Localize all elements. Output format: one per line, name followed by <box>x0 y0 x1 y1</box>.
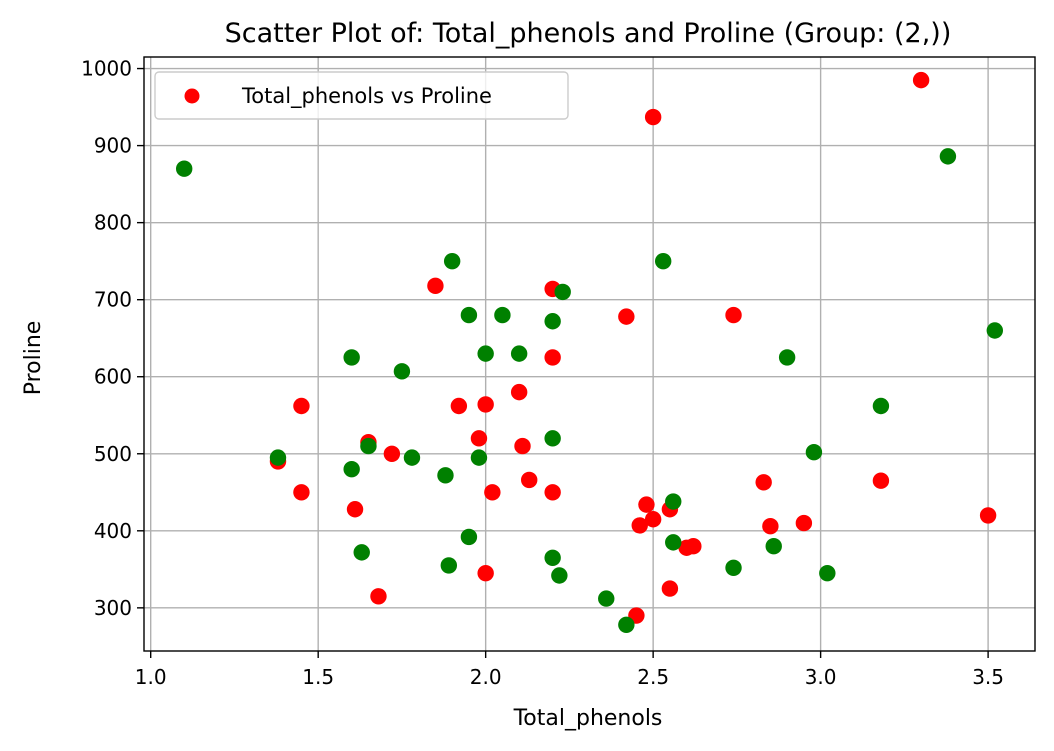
scatter-point-green <box>440 557 458 574</box>
x-tick-label: 2.5 <box>637 665 669 689</box>
scatter-point-red <box>470 430 488 447</box>
scatter-point-green <box>986 322 1004 339</box>
scatter-point-red <box>370 588 387 605</box>
scatter-point-green <box>437 467 454 484</box>
axis-ticks: 1.0 1.5 2.0 2.5 3.0 3.5 300 400 500 600 700 800 900 1… <box>81 57 1004 689</box>
scatter-point-red <box>477 564 494 582</box>
scatter-point-red <box>912 71 930 89</box>
scatter-point-green <box>470 449 488 466</box>
scatter-point-green <box>494 306 511 324</box>
y-tick-label: 500 <box>94 442 132 466</box>
scatter-point-red <box>383 445 401 462</box>
scatter-point-green <box>805 444 823 461</box>
scatter-point-red <box>795 514 813 532</box>
scatter-point-red <box>346 501 364 518</box>
scatter-point-red <box>631 517 648 534</box>
scatter-point-green <box>939 148 957 165</box>
x-tick-label: 2.0 <box>470 665 502 689</box>
data-points <box>175 71 1004 634</box>
scatter-point-green <box>443 252 461 270</box>
scatter-point-green <box>618 616 635 634</box>
x-tick-label: 3.0 <box>805 665 837 689</box>
scatter-point-green <box>477 345 494 362</box>
scatter-point-green <box>403 449 421 466</box>
scatter-point-red <box>979 507 997 524</box>
plot-area-frame <box>143 56 1036 652</box>
scatter-point-green <box>544 430 561 447</box>
x-tick-label: 1.5 <box>302 665 334 689</box>
scatter-point-red <box>521 471 538 489</box>
x-tick-label: 1.0 <box>135 665 167 689</box>
scatter-point-green <box>175 160 193 177</box>
x-axis-label: Total_phenols <box>513 706 663 731</box>
y-tick-label: 1000 <box>81 57 132 81</box>
scatter-point-green <box>665 534 682 551</box>
y-tick-label: 800 <box>94 211 132 235</box>
y-tick-label: 300 <box>94 596 132 620</box>
y-axis-label: Proline <box>21 321 46 396</box>
scatter-point-green <box>819 564 836 582</box>
legend: Total_phenols vs Proline <box>154 71 569 120</box>
scatter-point-red <box>644 108 662 126</box>
scatter-point-red <box>725 306 742 324</box>
scatter-point-green <box>554 283 571 301</box>
legend-box <box>154 71 569 120</box>
scatter-point-green <box>544 313 561 330</box>
scatter-point-red <box>661 580 679 597</box>
chart-title: Scatter Plot of: Total_phenols and Proli… <box>225 18 952 49</box>
scatter-point-green <box>460 528 478 546</box>
scatter-point-red <box>484 484 501 501</box>
scatter-point-red <box>477 396 494 413</box>
legend-label: Total_phenols vs Proline <box>241 84 492 109</box>
scatter-point-red <box>755 474 772 491</box>
scatter-point-red <box>544 484 561 501</box>
scatter-point-green <box>393 363 411 380</box>
legend-marker <box>184 88 200 104</box>
y-tick-label: 700 <box>94 288 132 312</box>
y-tick-label: 900 <box>94 134 132 158</box>
scatter-point-red <box>638 496 655 513</box>
x-tick-label: 3.5 <box>972 665 1004 689</box>
scatter-point-green <box>665 493 682 510</box>
scatter-point-green <box>269 449 287 466</box>
y-tick-label: 600 <box>94 365 132 389</box>
scatter-point-red <box>293 484 310 501</box>
scatter-point-green <box>765 538 782 555</box>
scatter-point-red <box>644 511 662 528</box>
y-tick-label: 400 <box>94 519 132 543</box>
scatter-point-green <box>872 397 890 415</box>
scatter-point-green <box>654 252 672 270</box>
scatter-point-red <box>544 349 561 366</box>
scatter-point-green <box>544 549 561 566</box>
scatter-point-red <box>762 517 779 535</box>
scatter-point-red <box>618 308 635 325</box>
scatter-point-green <box>725 559 742 576</box>
scatter-point-red <box>514 437 531 455</box>
scatter-point-red <box>872 472 890 489</box>
scatter-point-green <box>353 544 370 561</box>
scatter-point-red <box>293 397 310 415</box>
scatter-point-green <box>460 306 478 324</box>
scatter-point-green <box>510 345 528 362</box>
scatter-point-red <box>685 538 702 555</box>
scatter-point-green <box>360 437 377 455</box>
scatter-point-red <box>427 277 444 295</box>
scatter-point-green <box>778 349 796 366</box>
scatter-point-green <box>343 460 360 478</box>
scatter-point-red <box>510 383 528 401</box>
scatter-point-red <box>450 397 468 415</box>
scatter-point-green <box>598 590 615 607</box>
scatter-point-green <box>551 567 568 584</box>
scatter-point-green <box>343 349 360 366</box>
